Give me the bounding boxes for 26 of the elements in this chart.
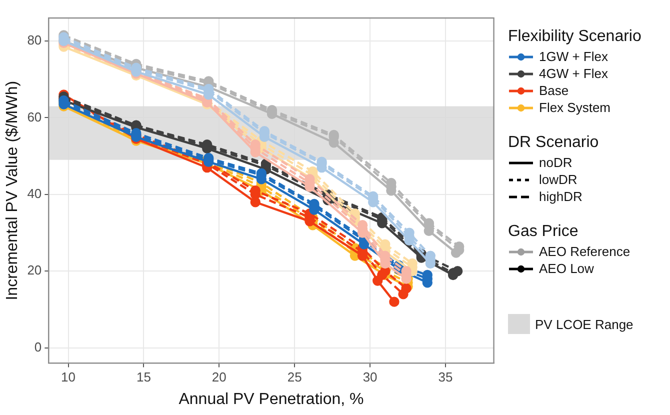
text: AEO Low [539,261,594,276]
x-tick-label: 15 [136,370,151,385]
legend-label: 1GW + Flex [539,49,608,64]
y-tick-label: 20 [27,262,42,278]
text: lowDR [539,172,578,187]
x-tick-label: 10 [61,370,76,385]
y-tick-label: 80 [27,32,42,48]
text: noDR [539,155,572,170]
y-axis-title: Incremental PV Value ($/MWh) [4,80,22,300]
text: Gas Price [508,223,580,241]
x-tick-label: 25 [287,370,302,385]
legend-title: Flexibility Scenario [508,28,642,46]
text: DR Scenario [508,134,600,152]
legend-label: PV LCOE Range [535,316,634,332]
y-tick-label: 60 [27,109,42,124]
x-tick-label: 20 [212,370,226,385]
x-tick-label: 35 [438,370,453,385]
text: highDR [539,189,582,204]
y-tick-label: 40 [27,186,42,202]
text: AEO Reference [539,244,630,259]
legend-label: 4GW + Flex [539,66,608,81]
x-axis-title: Annual PV Penetration, % [178,390,364,408]
y-tick-label: 0 [34,339,42,354]
x-tick-label: 30 [362,370,378,385]
legend-label: Flex System [539,100,611,115]
legend-label: Base [539,83,569,98]
